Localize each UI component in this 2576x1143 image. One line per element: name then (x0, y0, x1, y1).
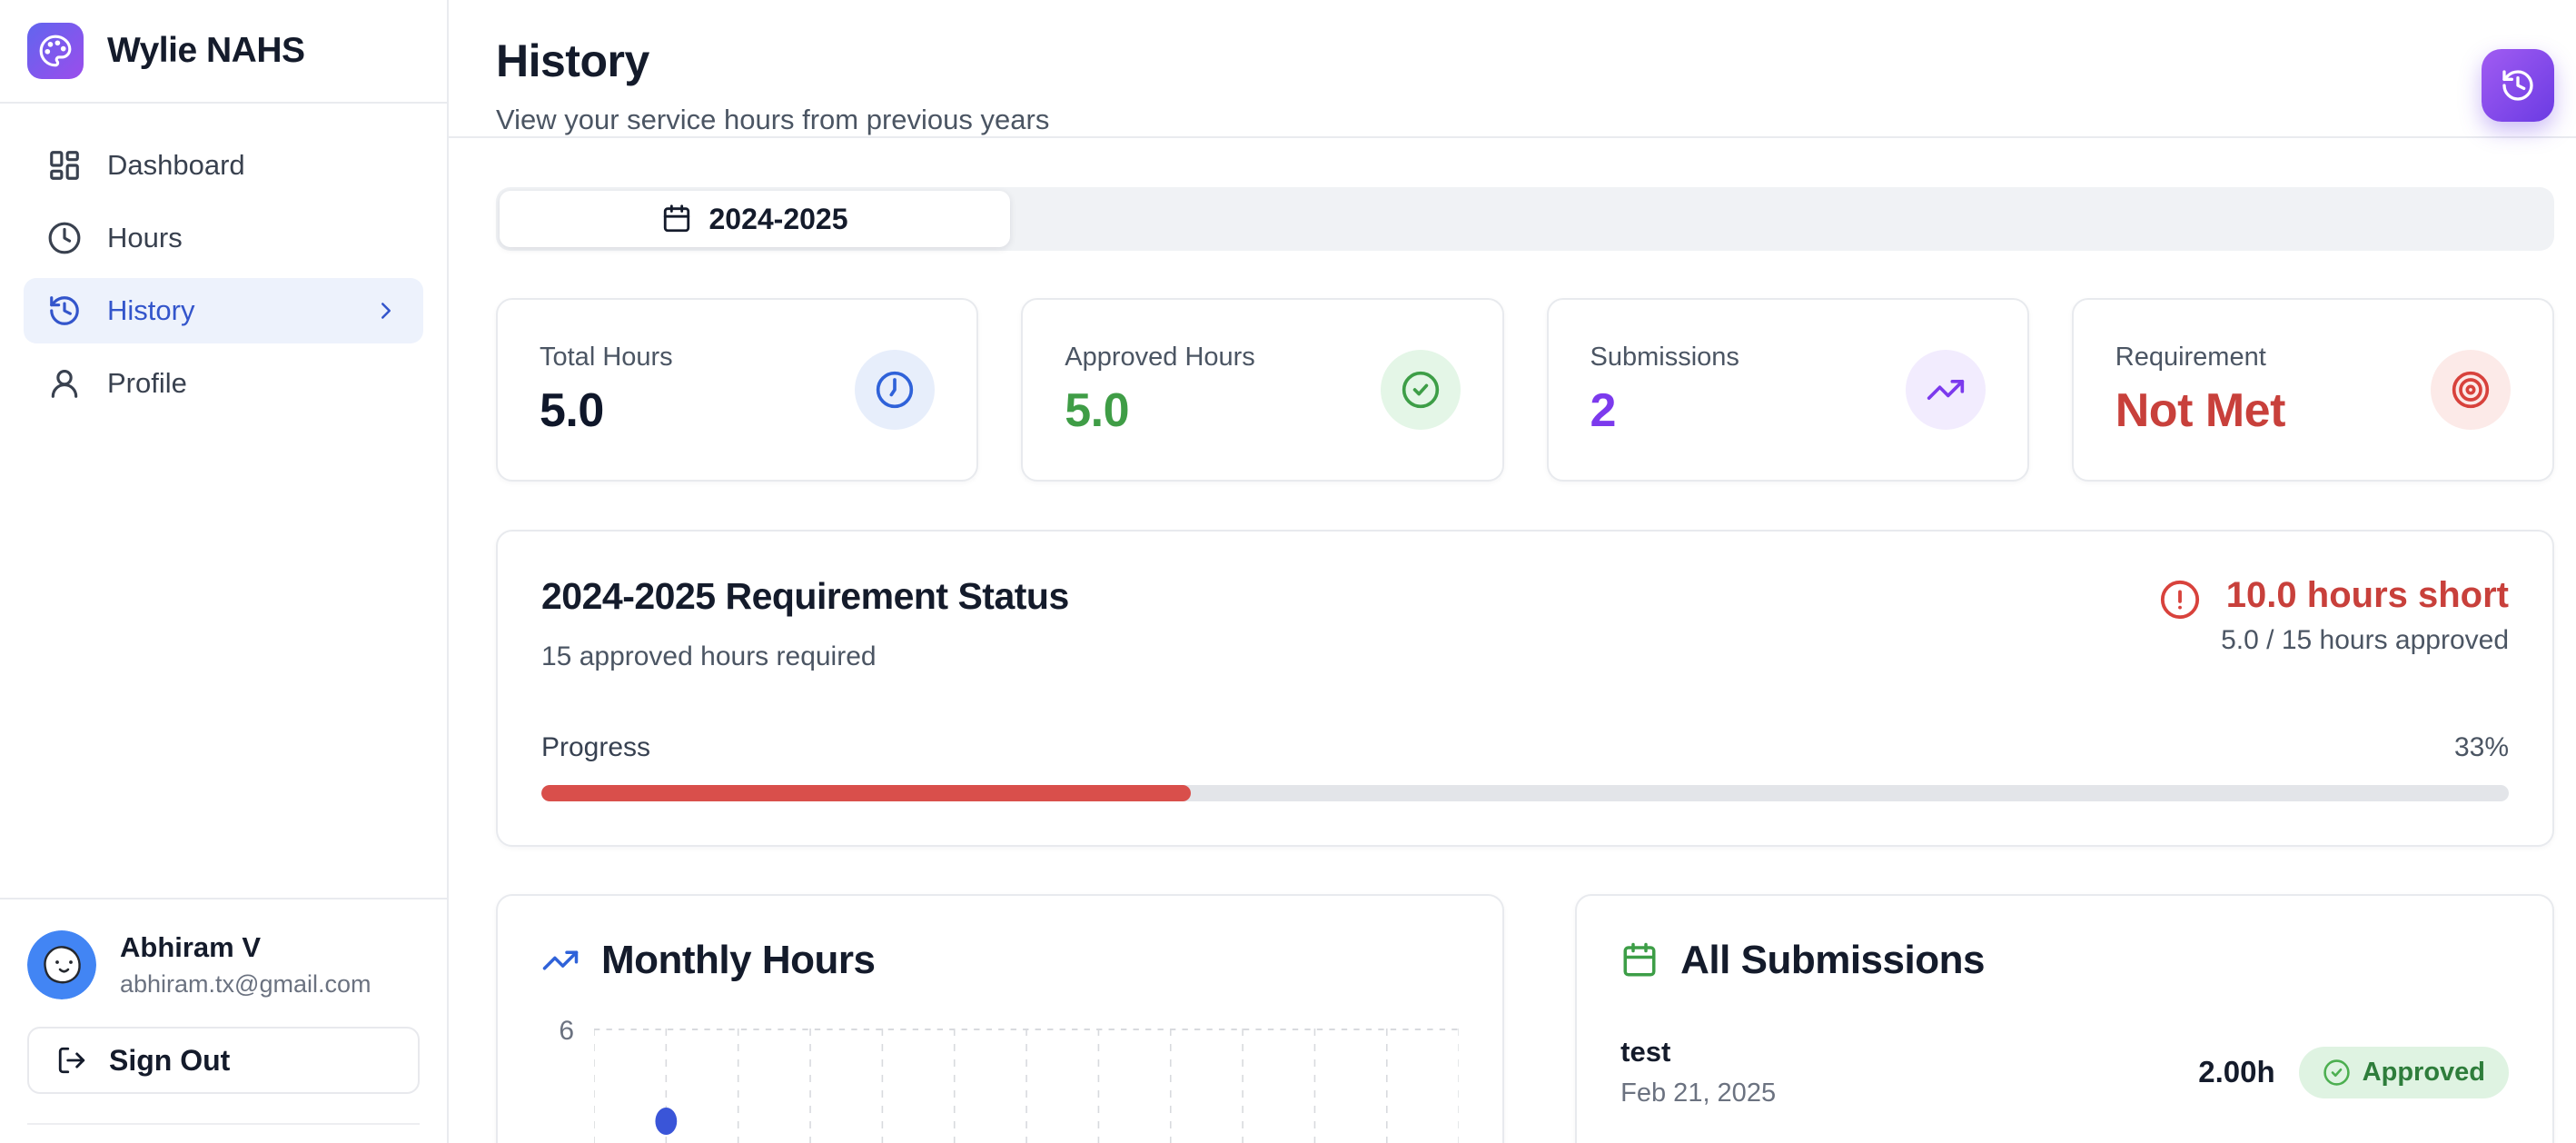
check-circle-icon (1380, 350, 1461, 430)
progress-track (541, 785, 2509, 801)
stat-value: 5.0 (1065, 383, 1130, 437)
chevron-right-icon (372, 297, 400, 324)
monthly-hours-card: Monthly Hours 6 (496, 894, 1505, 1143)
stat-value: 2 (1590, 383, 1617, 437)
sidebar-item-label: Profile (107, 367, 187, 399)
stat-label: Submissions (1590, 342, 1739, 372)
shortfall-amount: 10.0 hours short (2225, 575, 2509, 615)
content-area: 2024-2025 Total Hours 5.0 Approved Hours… (449, 138, 2576, 1143)
bottom-panels: Monthly Hours 6 (496, 894, 2554, 1143)
monthly-hours-header: Monthly Hours (541, 938, 1459, 983)
stat-value: 5.0 (540, 383, 604, 437)
dashboard-icon (47, 148, 82, 183)
stat-card-requirement: Requirement Not Met (2071, 298, 2554, 482)
target-icon (2431, 350, 2511, 430)
monthly-hours-title: Monthly Hours (601, 938, 876, 982)
user-email: abhiram.tx@gmail.com (120, 970, 372, 998)
alert-circle-icon (2159, 579, 2201, 621)
sidebar-item-label: Dashboard (107, 149, 245, 181)
submission-name: test (1620, 1036, 1671, 1068)
sidebar-bottom-divider (27, 1123, 420, 1125)
stat-label: Approved Hours (1065, 342, 1255, 372)
sign-out-button[interactable]: Sign Out (27, 1027, 420, 1094)
history-action-button[interactable] (2482, 49, 2554, 122)
progress-percent: 33% (2453, 732, 2509, 762)
check-circle-icon (2323, 1059, 2351, 1087)
app-title: Wylie NAHS (107, 31, 305, 70)
avatar (27, 930, 96, 999)
trending-up-icon (541, 941, 580, 979)
sidebar-item-label: History (107, 294, 195, 326)
monthly-hours-chart: 6 (541, 1016, 1460, 1143)
calendar-icon (1620, 941, 1659, 979)
stat-text: Approved Hours 5.0 (1065, 343, 1255, 438)
progress-label: Progress (541, 732, 651, 762)
sidebar-item-hours[interactable]: Hours (24, 205, 423, 271)
requirement-status-title: 2024-2025 Requirement Status (541, 575, 1069, 617)
stat-card-approved-hours: Approved Hours 5.0 (1021, 298, 1504, 482)
stat-card-total-hours: Total Hours 5.0 (496, 298, 979, 482)
history-icon (47, 293, 82, 328)
data-point (655, 1108, 678, 1135)
page-subtitle: View your service hours from previous ye… (496, 104, 1050, 135)
app-logo (27, 23, 84, 79)
history-icon (2500, 67, 2536, 104)
submission-meta: 2.00h Approved (2198, 1046, 2509, 1098)
clock-icon (855, 350, 936, 430)
all-submissions-header: All Submissions (1620, 938, 2509, 983)
user-name: Abhiram V (120, 931, 262, 963)
shortfall-text: 10.0 hours short 5.0 / 15 hours approved (2221, 575, 2509, 656)
progress-fill (541, 785, 1191, 801)
sidebar-item-history[interactable]: History (24, 278, 423, 343)
sidebar-header: Wylie NAHS (0, 0, 447, 104)
progress-labels: Progress 33% (541, 732, 2509, 763)
sidebar-item-dashboard[interactable]: Dashboard (24, 133, 423, 198)
all-submissions-title: All Submissions (1680, 938, 1985, 982)
sidebar-item-label: Hours (107, 222, 183, 253)
stat-label: Total Hours (540, 342, 673, 372)
year-tab-label: 2024-2025 (708, 202, 848, 235)
submission-info: test Feb 21, 2025 (1620, 1036, 1776, 1108)
requirement-status-subtitle: 15 approved hours required (541, 641, 877, 671)
sidebar-nav: Dashboard Hours History Profile (0, 104, 447, 416)
sidebar-footer: Abhiram V abhiram.tx@gmail.com Sign Out (0, 898, 447, 1143)
submission-date: Feb 21, 2025 (1620, 1078, 1777, 1108)
stat-value: Not Met (2115, 383, 2286, 437)
status-badge-label: Approved (2362, 1057, 2485, 1087)
stat-text: Submissions 2 (1590, 343, 1739, 438)
clock-icon (47, 221, 82, 255)
chart-grid (594, 1029, 1460, 1143)
main-content: History View your service hours from pre… (449, 0, 2576, 1143)
user-text: Abhiram V abhiram.tx@gmail.com (120, 931, 372, 999)
trending-up-icon (1905, 350, 1986, 430)
all-submissions-card: All Submissions test Feb 21, 2025 2.00h (1575, 894, 2554, 1143)
user-info: Abhiram V abhiram.tx@gmail.com (27, 930, 420, 999)
requirement-status-text: 2024-2025 Requirement Status 15 approved… (541, 575, 1069, 672)
page-title: History (496, 35, 649, 86)
status-badge: Approved (2298, 1046, 2509, 1098)
submission-hours: 2.00h (2198, 1055, 2275, 1088)
requirement-status-top: 2024-2025 Requirement Status 15 approved… (541, 575, 2509, 672)
stat-label: Requirement (2115, 342, 2266, 372)
requirement-shortfall: 10.0 hours short 5.0 / 15 hours approved (2159, 575, 2509, 656)
log-out-icon (56, 1045, 87, 1076)
calendar-icon (661, 204, 692, 234)
stat-text: Requirement Not Met (2115, 342, 2286, 438)
sidebar-item-profile[interactable]: Profile (24, 351, 423, 416)
user-icon (47, 366, 82, 401)
stats-row: Total Hours 5.0 Approved Hours 5.0 Sub (496, 298, 2554, 482)
y-axis-tick: 6 (559, 1016, 574, 1046)
palette-icon (38, 34, 73, 68)
year-selector-bar: 2024-2025 (496, 187, 2554, 251)
year-tab-2024-2025[interactable]: 2024-2025 (500, 191, 1010, 247)
requirement-status-card: 2024-2025 Requirement Status 15 approved… (496, 530, 2554, 847)
stat-text: Total Hours 5.0 (540, 343, 673, 438)
stat-card-submissions: Submissions 2 (1546, 298, 2029, 482)
page-header: History View your service hours from pre… (449, 0, 2576, 138)
approved-summary: 5.0 / 15 hours approved (2221, 625, 2509, 655)
sidebar: Wylie NAHS Dashboard Hours History (0, 0, 449, 1143)
submission-row: test Feb 21, 2025 2.00h Approved (1620, 1036, 2509, 1108)
sign-out-label: Sign Out (109, 1043, 231, 1077)
